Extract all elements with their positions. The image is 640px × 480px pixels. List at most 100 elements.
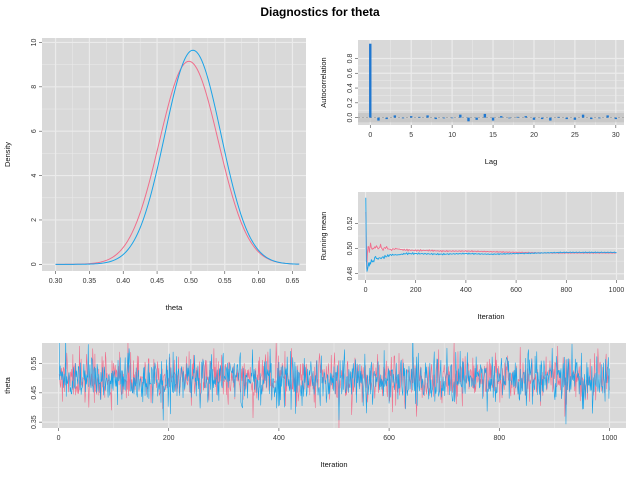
running-mean-chain-2 xyxy=(365,197,617,272)
x-tick-label: 5 xyxy=(409,132,413,139)
x-tick-label: 600 xyxy=(510,287,522,294)
y-tick-label: 0.6 xyxy=(347,68,354,78)
y-axis-label: Autocorrelation xyxy=(319,57,328,107)
acf-bar-lag-4 xyxy=(401,117,405,119)
x-axis-label: theta xyxy=(166,303,184,312)
y-tick-label: 10 xyxy=(31,38,38,46)
y-tick-label: 0.2 xyxy=(347,98,354,108)
running-mean-chain-1 xyxy=(365,212,617,270)
acf-bar-lag-26 xyxy=(581,114,585,118)
y-tick-label: 0.55 xyxy=(31,357,38,371)
acf-bar-lag-17 xyxy=(508,117,511,119)
y-tick-label: 0.8 xyxy=(347,54,354,64)
y-tick-label: 4 xyxy=(31,174,38,178)
x-axis-label: Iteration xyxy=(477,312,504,321)
y-axis-label: theta xyxy=(3,376,12,394)
x-tick-label: 400 xyxy=(460,287,472,294)
plot-area xyxy=(55,49,300,265)
y-tick-label: 0.45 xyxy=(31,386,38,400)
panel-trace: 0 200 400 600 800 1000 0.35 0.45 0.55 Iteration th… xyxy=(3,343,626,469)
acf-bar-lag-13 xyxy=(475,117,478,120)
y-tick-label: 0.48 xyxy=(347,267,354,281)
acf-bar-lag-25 xyxy=(573,117,577,120)
density-curve-chain-1 xyxy=(55,60,300,265)
x-tick-label: 20 xyxy=(530,132,538,139)
x-tick-label: 0.35 xyxy=(83,278,97,285)
x-tick-label: 0 xyxy=(368,132,372,139)
acf-bar-lag-12 xyxy=(467,117,470,122)
x-tick-label: 0.50 xyxy=(184,278,198,285)
y-tick-label: 2 xyxy=(31,218,38,222)
x-tick-label: 0.65 xyxy=(286,278,300,285)
acf-bar-lag-16 xyxy=(500,116,503,118)
trace-chain-2 xyxy=(58,343,610,425)
x-tick-label: 1000 xyxy=(609,287,625,294)
acf-bar-lag-7 xyxy=(426,115,429,118)
acf-bar-lag-3 xyxy=(393,115,397,118)
x-tick-label: 400 xyxy=(273,435,285,442)
y-tick-label: 0.50 xyxy=(347,242,354,256)
acf-bar-lag-9 xyxy=(442,117,446,119)
x-tick-label: 0.30 xyxy=(49,278,63,285)
acf-bar-lag-27 xyxy=(590,117,593,120)
acf-bar-lag-30 xyxy=(614,117,618,120)
acf-bar-lag-2 xyxy=(385,117,388,120)
x-tick-label: 0.40 xyxy=(116,278,130,285)
acf-bar-lag-29 xyxy=(606,115,609,118)
panel-autocorrelation: 0 5 10 15 20 25 30 0.0 0.2 0.4 0.6 0.8 Lag Autocorrel… xyxy=(319,40,624,166)
acf-bar-lag-21 xyxy=(540,117,544,120)
x-tick-label: 600 xyxy=(383,435,395,442)
y-tick-label: 0.35 xyxy=(31,415,38,429)
x-tick-label: 200 xyxy=(410,287,422,294)
x-tick-label: 25 xyxy=(571,132,579,139)
y-tick-label: 0.4 xyxy=(347,83,354,93)
y-tick-label: 0 xyxy=(31,262,38,266)
x-tick-label: 800 xyxy=(493,435,505,442)
y-tick-label: 8 xyxy=(31,85,38,89)
acf-bar-lag-5 xyxy=(410,116,413,118)
x-tick-label: 0.45 xyxy=(150,278,164,285)
acf-bar-lag-20 xyxy=(532,117,536,120)
x-tick-label: 30 xyxy=(612,132,620,139)
acf-bar-lag-23 xyxy=(557,116,560,118)
x-tick-label: 1000 xyxy=(602,435,618,442)
acf-bar-lag-22 xyxy=(549,117,552,121)
x-tick-label: 15 xyxy=(489,132,497,139)
x-tick-label: 0 xyxy=(57,435,61,442)
x-tick-label: 0.60 xyxy=(252,278,266,285)
y-axis-label: Density xyxy=(3,142,12,167)
x-tick-label: 10 xyxy=(448,132,456,139)
acf-bar-lag-11 xyxy=(459,114,462,118)
panel-running-mean: 0 200 400 600 800 1000 0.48 0.50 0.52 Iteration Ru… xyxy=(319,192,624,321)
y-axis-label: Running mean xyxy=(319,212,328,261)
acf-bar-lag-1 xyxy=(377,117,380,121)
plot-area xyxy=(365,197,617,272)
acf-bar-lag-24 xyxy=(565,117,568,120)
acf-bar-lag-10 xyxy=(450,117,454,119)
x-tick-label: 0 xyxy=(364,287,368,294)
y-tick-label: 0.52 xyxy=(347,217,354,231)
x-axis-label: Iteration xyxy=(320,460,347,469)
acf-bar-lag-15 xyxy=(491,117,495,121)
density-curve-chain-2 xyxy=(55,49,300,265)
acf-bar-lag-14 xyxy=(483,113,487,118)
y-tick-label: 0.0 xyxy=(347,113,354,123)
x-tick-label: 800 xyxy=(560,287,572,294)
figure-title: Diagnostics for theta xyxy=(260,5,380,19)
plot-area xyxy=(58,343,610,428)
x-axis-label: Lag xyxy=(485,157,498,166)
acf-bar-lag-8 xyxy=(434,117,437,120)
acf-bar-lag-6 xyxy=(418,116,421,118)
acf-bar-lag-19 xyxy=(524,116,527,118)
acf-bar-lag-28 xyxy=(598,117,601,119)
acf-bar-lag-0 xyxy=(369,43,372,118)
plot-area xyxy=(358,43,624,123)
panel-density: 0.30 0.35 0.40 0.45 0.50 0.55 0.60 0.65 0 2 4 6 8 10 t… xyxy=(3,38,306,312)
x-tick-label: 200 xyxy=(163,435,175,442)
panel-background xyxy=(358,40,624,125)
x-tick-label: 0.55 xyxy=(218,278,232,285)
acf-bar-lag-18 xyxy=(516,116,519,118)
y-tick-label: 6 xyxy=(31,129,38,133)
